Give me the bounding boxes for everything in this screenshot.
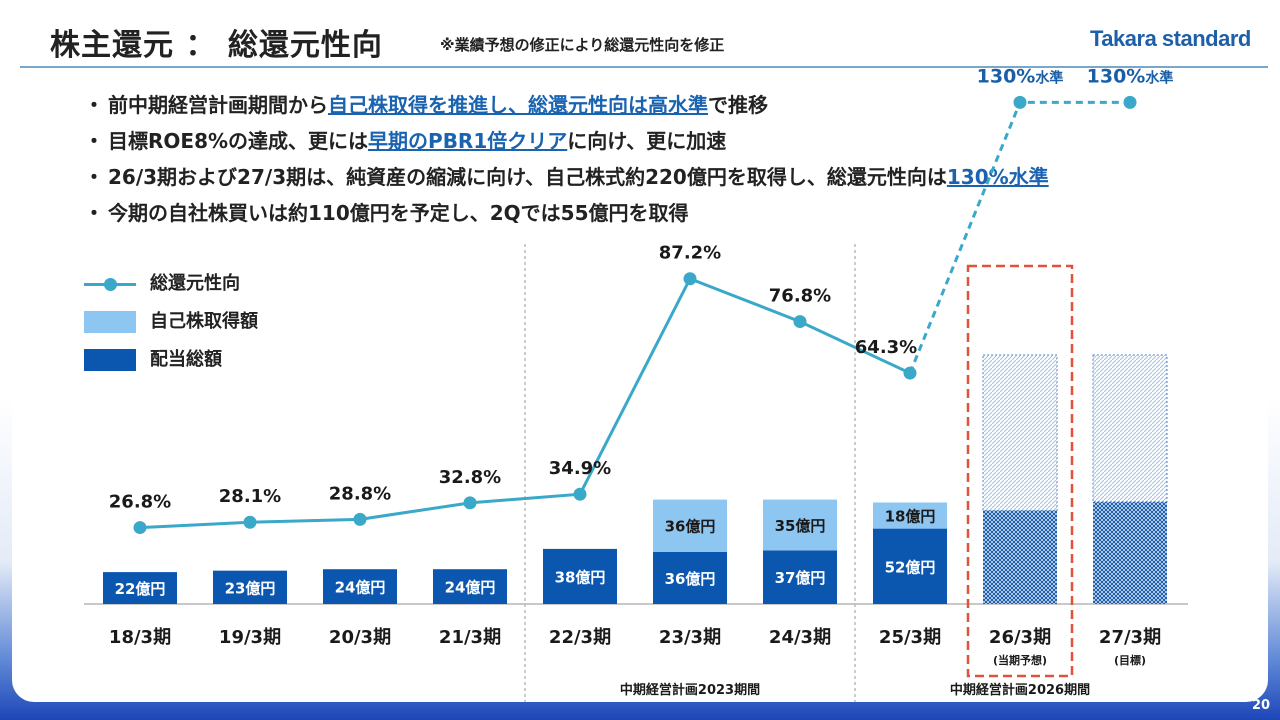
payout-ratio-label: 64.3% (855, 337, 917, 358)
bar-dividend (873, 528, 947, 604)
bar-label-dividend: 24億円 (335, 579, 386, 597)
x-tick-label: 26/3期 (989, 627, 1051, 648)
company-logo: Takara standard (1090, 26, 1251, 51)
payout-ratio-point (903, 366, 917, 380)
payout-ratio-forecast-line (908, 100, 1130, 374)
bullet-text: に向け、更に加速 (567, 129, 727, 153)
page-number: 20 (1252, 698, 1271, 713)
payout-ratio-point (243, 515, 257, 529)
payout-ratio-label: 32.8% (439, 467, 501, 488)
bar-dividend (103, 572, 177, 604)
x-tick-label: 23/3期 (659, 627, 721, 648)
x-tick-label: 21/3期 (439, 627, 501, 648)
bar-forecast-dividend (1093, 501, 1167, 604)
legend-label: 配当総額 (150, 349, 222, 370)
payout-ratio-point (573, 487, 587, 501)
payout-ratio-label: 28.1% (219, 486, 281, 507)
bullet-text: 26/3期および27/3期は、純資産の縮減に向け、自己株式約220億円を取得し、… (108, 165, 947, 189)
payout-ratio-point (683, 272, 697, 286)
payout-ratio-point (793, 315, 807, 329)
bar-label-dividend: 23億円 (225, 579, 276, 597)
bar-dividend (543, 548, 617, 604)
legend-label: 自己株取得額 (150, 311, 258, 332)
bar-forecast-buyback (1092, 354, 1168, 503)
bullet-list: ・前中期経営計画期間から自己株取得を推進し、総還元性向は高水準で推移 ・目標RO… (84, 88, 1234, 232)
bar-dividend (763, 550, 837, 604)
payout-ratio-point (1013, 95, 1027, 109)
bullet-item: ・ 26/3期および27/3期は、純資産の縮減に向け、自己株式約220億円を取得し… (84, 160, 1234, 196)
bar-label-buyback: 18億円 (885, 508, 936, 526)
swatch-light-blue (84, 311, 136, 333)
revision-note: ※業績予想の修正により総還元性向を修正 (440, 36, 725, 54)
bullet-dot: ・ (84, 201, 104, 225)
payout-ratio-label: 26.8% (109, 492, 171, 513)
payout-ratio-point (353, 512, 367, 526)
bar-label-dividend: 52億円 (885, 558, 936, 576)
bar-label-dividend: 22億円 (115, 580, 166, 598)
x-tick-label: 20/3期 (329, 627, 391, 648)
bar-label-buyback: 35億円 (775, 517, 826, 535)
bar-label-dividend: 24億円 (445, 579, 496, 597)
legend-item-dividend: 配当総額 (84, 348, 258, 386)
title-divider (20, 66, 1268, 68)
x-tick-label: 18/3期 (109, 627, 171, 648)
bullet-text: 目標ROE8%の達成、更には (108, 129, 369, 153)
period-label: 中期経営計画2023期間 (620, 682, 760, 698)
bar-dividend (433, 569, 507, 604)
x-tick-note: (目標) (1114, 653, 1146, 667)
line-marker-icon (84, 273, 136, 295)
forecast-highlight-box (966, 264, 1074, 678)
payout-ratio-label: 87.2% (659, 243, 721, 264)
payout-ratio-point (463, 496, 477, 510)
bullet-dot: ・ (84, 129, 104, 153)
x-tick-label: 19/3期 (219, 627, 281, 648)
bullet-highlight: 130%水準 (946, 165, 1049, 189)
bullet-highlight: 自己株取得を推進し、総還元性向は高水準 (328, 93, 708, 117)
legend-item-buyback: 自己株取得額 (84, 310, 258, 348)
period-label: 中期経営計画2026期間 (950, 682, 1090, 698)
swatch-dark-blue (84, 349, 136, 371)
bullet-item: ・目標ROE8%の達成、更には早期のPBR1倍クリアに向け、更に加速 (84, 124, 1234, 160)
bar-buyback (873, 502, 947, 529)
payout-ratio-label: 34.9% (549, 458, 611, 479)
payout-ratio-point (133, 521, 147, 535)
legend-label: 総還元性向 (150, 273, 240, 294)
bullet-dot: ・ (84, 165, 104, 189)
bar-label-dividend: 38億円 (555, 568, 606, 586)
bullet-dot: ・ (84, 93, 104, 117)
x-tick-label: 24/3期 (769, 627, 831, 648)
bar-dividend (213, 570, 287, 604)
x-tick-label: 25/3期 (879, 627, 941, 648)
bullet-item: ・前中期経営計画期間から自己株取得を推進し、総還元性向は高水準で推移 (84, 88, 1234, 124)
bullet-item: ・今期の自社株買いは約110億円を予定し、2Qでは55億円を取得 (84, 196, 1234, 232)
bar-label-dividend: 37億円 (775, 569, 826, 587)
x-tick-note: (当期予想) (993, 653, 1047, 667)
bullet-text: で推移 (708, 93, 768, 117)
payout-ratio-label: 28.8% (329, 483, 391, 504)
bullet-text: 今期の自社株買いは約110億円を予定し、2Qでは55億円を取得 (108, 201, 689, 225)
page-title: 株主還元 ： 総還元性向 (50, 28, 383, 63)
x-tick-label: 22/3期 (549, 627, 611, 648)
payout-ratio-point (1123, 95, 1137, 109)
bar-buyback (763, 499, 837, 551)
chart-legend: 総還元性向 自己株取得額 配当総額 (84, 272, 258, 386)
bar-buyback (653, 499, 727, 552)
bullet-highlight: 早期のPBR1倍クリア (368, 129, 568, 153)
bar-label-buyback: 36億円 (665, 518, 716, 536)
payout-ratio-label: 130%水準 (977, 65, 1064, 87)
bar-forecast-dividend (983, 510, 1057, 604)
bar-forecast-buyback (982, 354, 1058, 512)
payout-ratio-label: 130%水準 (1087, 65, 1174, 87)
bar-dividend (323, 569, 397, 604)
bar-dividend (653, 551, 727, 604)
legend-item-payout-ratio: 総還元性向 (84, 272, 258, 310)
bullet-text: 前中期経営計画期間から (108, 93, 328, 117)
payout-ratio-line (139, 276, 911, 530)
payout-ratio-label: 76.8% (769, 286, 831, 307)
bar-label-dividend: 36億円 (665, 570, 716, 588)
x-tick-label: 27/3期 (1099, 627, 1161, 648)
